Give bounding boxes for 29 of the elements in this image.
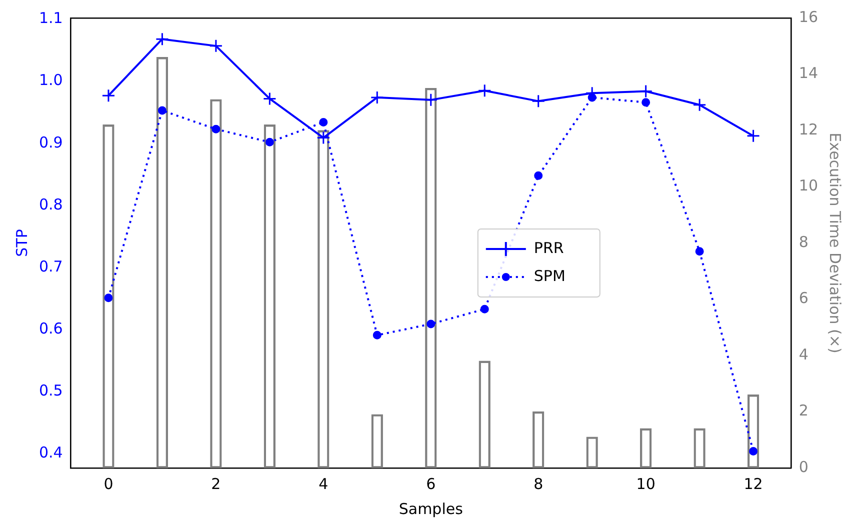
- x-tick-label: 12: [744, 474, 763, 493]
- y-tick-label: 0.7: [38, 257, 63, 276]
- y2-tick-label: 2: [798, 402, 808, 420]
- y-tick-label: 1.1: [38, 9, 63, 28]
- y-tick-label: 0.9: [38, 133, 63, 152]
- x-tick-label: 4: [318, 474, 328, 493]
- legend-label: SPM: [534, 266, 566, 285]
- y2-tick-label: 16: [798, 8, 818, 26]
- y2-tick-label: 14: [798, 64, 818, 82]
- y2-tick-label: 4: [798, 345, 808, 364]
- y2-tick-label: 10: [798, 176, 818, 195]
- y2-axis-title: Execution Time Deviation (×): [826, 132, 844, 354]
- x-tick-label: 0: [104, 474, 114, 493]
- y2-tick-label: 6: [798, 289, 808, 308]
- y2-tick-label: 8: [798, 232, 808, 251]
- y-axis-title: STP: [12, 229, 31, 257]
- x-tick-label: 8: [534, 474, 544, 493]
- x-tick-label: 10: [636, 474, 656, 493]
- x-tick-label: 2: [211, 474, 221, 493]
- y-tick-label: 0.8: [38, 195, 63, 214]
- y-tick-label: 0.4: [38, 444, 63, 462]
- y2-tick-label: 12: [798, 120, 818, 138]
- x-tick-label: 6: [426, 474, 436, 493]
- y-tick-label: 0.6: [38, 319, 63, 338]
- y-tick-label: 1.0: [38, 71, 63, 90]
- legend-label: PRR: [534, 238, 564, 257]
- y-tick-label: 0.5: [38, 382, 63, 400]
- x-axis-title: Samples: [398, 500, 464, 518]
- y2-tick-label: 0: [798, 458, 808, 476]
